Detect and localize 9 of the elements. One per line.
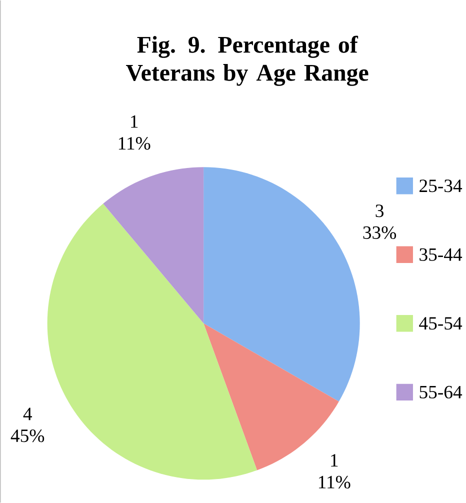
- legend-label: 25-34: [420, 180, 462, 192]
- legend-label: 55-64: [420, 386, 462, 398]
- data-label: 4 45%: [10, 408, 44, 442]
- chart-title: Fig. 9. Percentage of Veterans by Age Range: [126, 36, 368, 86]
- data-label: 1 11%: [119, 115, 150, 150]
- data-label: 1 11%: [319, 454, 350, 489]
- legend-label: 35-44: [420, 248, 462, 261]
- legend-label: 45-54: [419, 317, 462, 330]
- data-label: 3 33%: [363, 204, 396, 240]
